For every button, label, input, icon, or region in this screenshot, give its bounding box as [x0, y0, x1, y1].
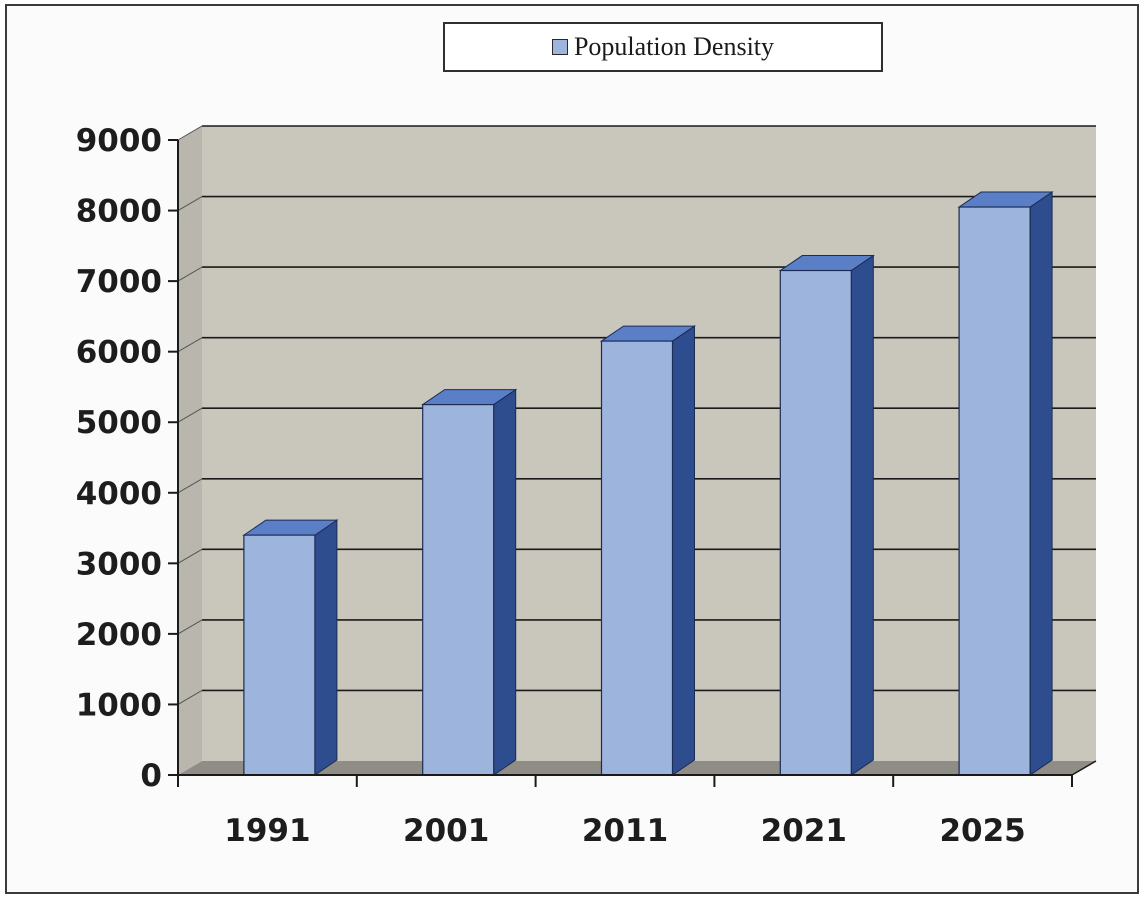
y-tick-label: 8000 — [76, 194, 162, 230]
x-tick-label: 2011 — [582, 813, 668, 849]
gridline-side — [177, 619, 203, 635]
legend-label: Population Density — [573, 32, 775, 61]
gridline-side — [177, 548, 203, 564]
gridline-side — [177, 407, 203, 423]
legend-swatch — [551, 39, 568, 55]
y-tick-label: 1000 — [76, 687, 162, 723]
x-tick-label: 2025 — [939, 813, 1025, 849]
gridline-side — [177, 266, 203, 282]
bar-side — [314, 519, 338, 776]
y-axis-ticks: 0 1000 2000 3000 4000 5000 6000 7000 8000 9000 — [76, 123, 178, 794]
bar — [779, 269, 852, 776]
bar — [600, 340, 674, 776]
gridline-side — [177, 125, 203, 141]
bar-side — [850, 254, 874, 776]
bar — [422, 403, 495, 776]
side-wall — [178, 126, 202, 775]
x-tick-label: 1991 — [224, 813, 310, 849]
gridline-side — [177, 478, 203, 494]
y-tick-label: 4000 — [76, 476, 162, 512]
bar-side — [672, 325, 695, 776]
axes — [177, 140, 1097, 776]
floor-edge — [1071, 760, 1097, 776]
y-tick-label: 6000 — [76, 335, 162, 371]
y-tick-label: 0 — [140, 758, 162, 794]
y-tick-label: 7000 — [76, 264, 162, 300]
x-tick-label: 2001 — [403, 813, 489, 849]
x-axis-ticks: 1991 2001 2011 2021 2025 — [177, 775, 1073, 849]
y-tick-label: 9000 — [76, 123, 162, 159]
bar — [243, 534, 316, 776]
y-tick-label: 5000 — [76, 405, 162, 441]
gridline-side — [177, 196, 203, 211]
chart-legend: Population Density — [443, 22, 883, 72]
x-tick-label: 2021 — [761, 813, 847, 849]
y-tick-label: 3000 — [76, 546, 162, 582]
gridline-side — [177, 690, 203, 705]
y-tick-label: 2000 — [76, 617, 162, 653]
gridline-side — [177, 337, 203, 353]
bar-side — [1029, 191, 1053, 776]
bar-side — [493, 388, 517, 776]
bars — [242, 191, 1054, 776]
bar — [958, 206, 1031, 776]
